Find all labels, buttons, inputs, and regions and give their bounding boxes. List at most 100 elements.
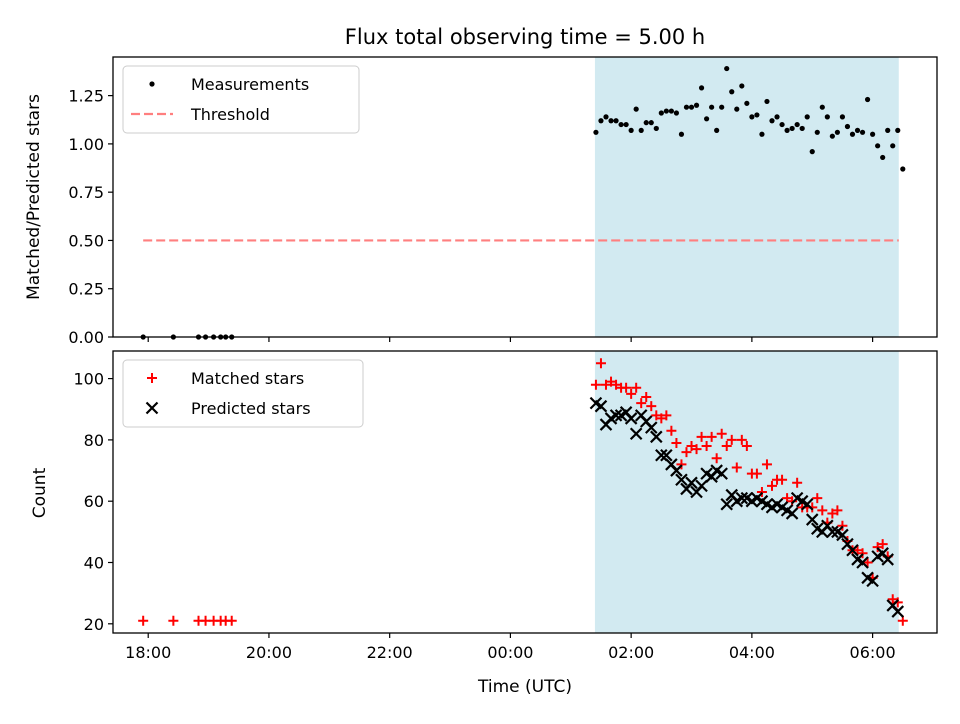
data-point: [695, 479, 708, 493]
data-point: [600, 379, 611, 390]
y-tick-label: 0.00: [68, 328, 104, 347]
data-point: [609, 409, 623, 422]
data-point: [744, 100, 750, 106]
data-point: [731, 462, 742, 473]
data-point: [785, 507, 799, 520]
data-point: [809, 149, 815, 155]
data-point: [890, 143, 896, 149]
data-point: [794, 121, 800, 128]
data-point: [829, 133, 835, 139]
data-point: [764, 98, 770, 105]
data-point: [603, 114, 609, 120]
data-point: [138, 615, 149, 626]
bottom-panel: 18:00 20:00 22:00 00:00 02:00 04:00 06:00 20 40 6…: [73, 350, 938, 662]
data-point: [754, 112, 760, 118]
axes-frame: [112, 56, 938, 338]
data-point: [836, 528, 849, 542]
data-point: [656, 413, 667, 424]
data-point: [698, 85, 705, 91]
y-axis-label-bottom: Count: [30, 467, 50, 518]
x-tick-label: 02:00: [608, 643, 654, 662]
data-point: [856, 556, 869, 569]
data-point: [595, 358, 606, 369]
data-point: [779, 121, 785, 128]
y-axis-label-top: Matched/Predicted stars: [24, 94, 44, 300]
data-point: [686, 441, 697, 452]
data-point: [875, 143, 881, 149]
data-point: [658, 110, 664, 116]
data-point: [666, 425, 677, 436]
data-point: [724, 65, 730, 72]
y-tick-label: 80: [84, 431, 104, 450]
data-point: [900, 166, 906, 172]
data-point: [613, 118, 619, 124]
series-predicted-stars: [589, 396, 905, 618]
legend-label: Threshold: [190, 105, 270, 124]
data-point: [678, 131, 685, 137]
data-point: [719, 104, 725, 110]
data-point: [671, 437, 682, 448]
data-point: [661, 410, 672, 421]
data-point: [720, 497, 734, 511]
data-point: [800, 497, 814, 511]
data-point: [885, 127, 891, 133]
data-point: [683, 104, 690, 110]
data-point: [711, 453, 722, 464]
data-point: [817, 505, 828, 516]
data-point: [688, 104, 695, 110]
data-point: [761, 459, 772, 470]
data-point: [651, 410, 662, 421]
data-point: [849, 131, 856, 137]
data-point: [749, 114, 755, 120]
data-point: [626, 388, 637, 399]
data-point: [891, 605, 905, 618]
legend-label: Matched stars: [191, 369, 304, 388]
axes-frame: [112, 350, 938, 634]
data-point: [598, 118, 604, 124]
data-point: [721, 441, 732, 452]
data-point: [739, 83, 745, 89]
data-point: [852, 545, 863, 556]
legend-marker: [149, 81, 155, 87]
data-point: [736, 434, 747, 445]
y-tick-label: 0.25: [68, 280, 104, 299]
y-tick-label: 20: [84, 615, 104, 634]
data-point: [653, 125, 659, 132]
data-point: [784, 127, 790, 133]
data-point: [844, 123, 851, 130]
data-point: [774, 114, 780, 120]
data-point: [799, 125, 805, 132]
data-point: [805, 513, 819, 526]
data-point: [819, 104, 825, 110]
data-point: [618, 121, 624, 128]
data-point: [168, 615, 179, 626]
data-point: [735, 491, 749, 505]
data-point: [715, 467, 728, 480]
data-point: [648, 120, 654, 126]
data-point: [832, 505, 843, 516]
data-point: [611, 379, 622, 390]
data-point: [663, 108, 669, 114]
legend-label: Predicted stars: [191, 399, 311, 418]
data-point: [631, 382, 642, 393]
data-point: [895, 127, 901, 133]
data-point: [881, 553, 894, 566]
data-point: [706, 431, 717, 442]
data-point: [824, 114, 830, 120]
data-point: [859, 129, 866, 135]
x-tick-label: 18:00: [125, 643, 171, 662]
data-point: [709, 104, 715, 110]
data-point: [670, 464, 683, 477]
data-point: [814, 129, 820, 135]
data-point: [696, 431, 707, 442]
legend: Measurements Threshold: [122, 65, 360, 134]
y-tick-label: 0.50: [68, 231, 104, 250]
chart-title: Flux total observing time = 5.00 h: [345, 25, 705, 49]
data-point: [880, 154, 886, 161]
data-point: [646, 401, 657, 412]
data-point: [623, 121, 629, 128]
legend-marker: [145, 401, 159, 415]
data-point: [606, 376, 617, 387]
y-tick-label: 0.75: [68, 183, 104, 202]
